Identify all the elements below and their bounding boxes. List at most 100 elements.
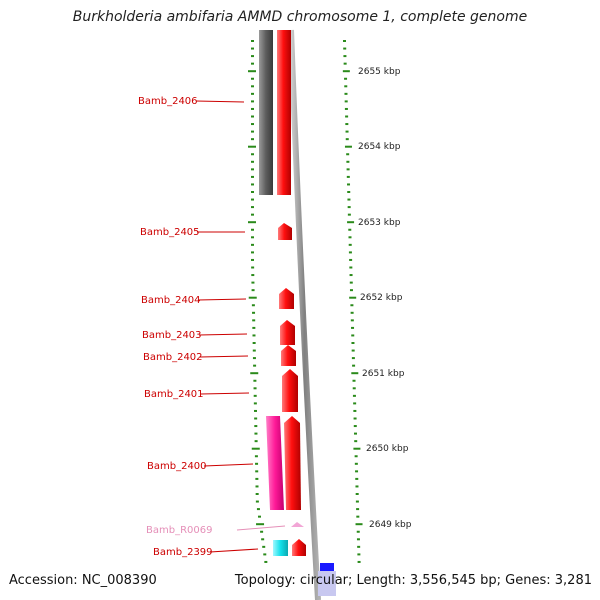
tick-minor bbox=[251, 92, 254, 95]
tick-minor bbox=[251, 251, 254, 254]
tick-minor bbox=[354, 455, 358, 458]
tick-minor bbox=[252, 319, 256, 322]
gene-block-bamb-2406 bbox=[277, 30, 291, 195]
tick-minor bbox=[356, 515, 360, 518]
tick-minor bbox=[347, 183, 351, 186]
tick-minor bbox=[251, 40, 254, 42]
tick-minor bbox=[347, 213, 351, 216]
tick-minor bbox=[345, 138, 349, 141]
tick-minor bbox=[251, 130, 254, 133]
accession-text: Accession: NC_008390 bbox=[9, 573, 157, 588]
gene-arrow-bamb-2401 bbox=[282, 369, 298, 412]
tick-marks-left bbox=[248, 40, 268, 563]
tick-minor bbox=[345, 123, 349, 126]
tick-major bbox=[355, 523, 363, 526]
tick-minor bbox=[344, 77, 348, 80]
tick-minor bbox=[253, 409, 257, 412]
tick-minor bbox=[254, 455, 258, 458]
tick-minor bbox=[254, 425, 258, 428]
tick-minor bbox=[251, 77, 254, 80]
genome-title: Burkholderia ambifaria AMMD chromosome 1… bbox=[72, 9, 528, 25]
tick-major bbox=[344, 145, 352, 148]
tick-minor bbox=[253, 402, 257, 405]
kbp-label: 2653 kbp bbox=[358, 218, 401, 228]
tick-major bbox=[248, 221, 256, 224]
gene-label-bamb-2399: Bamb_2399 bbox=[153, 547, 213, 558]
tick-minor bbox=[346, 168, 350, 171]
tick-minor bbox=[263, 553, 267, 556]
kbp-label: 2652 kbp bbox=[360, 293, 403, 303]
tick-minor bbox=[353, 402, 357, 405]
tick-minor bbox=[251, 258, 254, 261]
tick-minor bbox=[343, 55, 347, 58]
leader-line-bamb-2403 bbox=[198, 333, 248, 336]
gene-label-bamb-2402: Bamb_2402 bbox=[143, 352, 203, 363]
rrna-feature bbox=[266, 416, 284, 510]
tick-major bbox=[248, 70, 256, 73]
tick-minor bbox=[353, 409, 357, 412]
tick-minor bbox=[251, 274, 255, 277]
tick-minor bbox=[251, 213, 254, 216]
tick-major bbox=[353, 447, 361, 450]
tick-minor bbox=[251, 228, 254, 231]
tick-minor bbox=[251, 55, 254, 58]
tick-major bbox=[342, 70, 350, 73]
tick-minor bbox=[260, 530, 264, 533]
tick-minor bbox=[347, 198, 351, 201]
tick-minor bbox=[354, 462, 358, 465]
tick-minor bbox=[344, 107, 348, 110]
tick-minor bbox=[252, 311, 256, 314]
tick-minor bbox=[251, 85, 254, 88]
tick-major bbox=[248, 145, 256, 148]
gene-label-bamb-2400: Bamb_2400 bbox=[147, 461, 207, 472]
tick-minor bbox=[349, 266, 353, 269]
tick-minor bbox=[252, 326, 256, 329]
tick-major bbox=[256, 523, 265, 526]
gene-block-gray bbox=[259, 30, 273, 195]
tick-minor bbox=[352, 379, 356, 382]
kbp-label: 2650 kbp bbox=[366, 444, 409, 454]
tick-minor bbox=[357, 545, 361, 548]
cyan-feature bbox=[273, 540, 288, 556]
gene-label-bamb-2404: Bamb_2404 bbox=[141, 295, 201, 306]
tick-minor bbox=[252, 334, 256, 337]
tick-minor bbox=[251, 191, 254, 193]
gene-arrow-bamb-2403 bbox=[280, 320, 295, 345]
tick-minor bbox=[256, 508, 260, 511]
tick-minor bbox=[251, 281, 255, 284]
tick-minor bbox=[352, 387, 356, 390]
kbp-label: 2654 kbp bbox=[358, 142, 401, 152]
tick-minor bbox=[348, 228, 352, 231]
tick-minor bbox=[255, 462, 259, 465]
tick-minor bbox=[251, 107, 254, 110]
tick-major bbox=[349, 296, 357, 299]
genome-summary-text: Topology: circular; Length: 3,556,545 bp… bbox=[234, 573, 592, 588]
tick-minor bbox=[251, 183, 254, 186]
tick-minor bbox=[355, 477, 359, 480]
tick-minor bbox=[355, 470, 359, 473]
tick-minor bbox=[251, 100, 254, 103]
tick-minor bbox=[345, 130, 349, 133]
tick-minor bbox=[251, 160, 254, 163]
chromosome-backbone bbox=[288, 29, 321, 600]
tick-minor bbox=[254, 440, 258, 443]
tick-minor bbox=[251, 115, 254, 118]
tick-minor bbox=[349, 281, 353, 284]
leader-line-bamb-2404 bbox=[197, 298, 247, 301]
gene-label-bamb-r0069: Bamb_R0069 bbox=[146, 525, 212, 536]
tick-minor bbox=[347, 191, 351, 193]
tick-marks-right bbox=[342, 40, 363, 563]
tick-minor bbox=[253, 379, 257, 382]
tick-minor bbox=[352, 364, 356, 367]
tick-minor bbox=[346, 160, 350, 163]
tick-major bbox=[248, 296, 257, 299]
tick-minor bbox=[264, 560, 268, 563]
tick-minor bbox=[251, 62, 254, 65]
tick-minor bbox=[251, 47, 254, 50]
gene-label-bamb-2401: Bamb_2401 bbox=[144, 389, 204, 400]
kbp-label: 2651 kbp bbox=[362, 369, 405, 379]
tick-minor bbox=[351, 349, 355, 352]
tick-minor bbox=[343, 40, 346, 42]
tick-minor bbox=[351, 334, 355, 337]
kbp-label: 2649 kbp bbox=[369, 520, 412, 530]
